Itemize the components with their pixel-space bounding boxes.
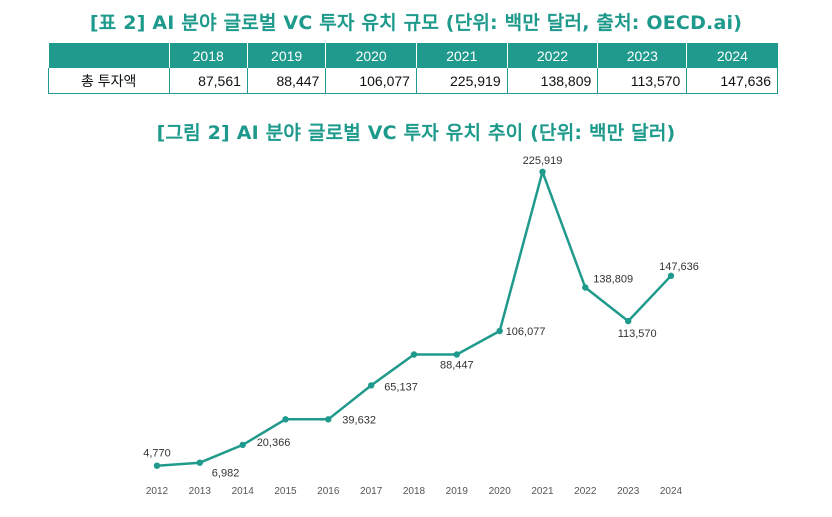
table-title: [표 2] AI 분야 글로벌 VC 투자 유치 규모 (단위: 백만 달러, …: [89, 12, 743, 34]
table-cell: 87,561: [168, 68, 248, 94]
table-header-cell: 2024: [686, 43, 778, 68]
x-tick-label: 2017: [360, 486, 383, 497]
investment-table: 2018 2019 2020 2021 2022 2023 2024 총 투자액…: [48, 43, 778, 94]
data-point: [325, 416, 332, 423]
series-line: [156, 170, 672, 467]
table-row: 총 투자액 87,561 88,447 106,077 225,919 138,…: [48, 68, 778, 94]
x-tick-label: 2018: [403, 486, 426, 497]
x-tick-label: 2022: [574, 486, 597, 497]
data-label: 106,077: [506, 326, 546, 338]
x-tick-label: 2020: [489, 486, 512, 497]
table-header-cell: 2020: [325, 43, 417, 68]
data-point: [368, 382, 375, 389]
data-point: [453, 351, 460, 358]
table-cell: 138,809: [506, 68, 598, 94]
data-point: [282, 416, 289, 423]
table-cell: 225,919: [415, 68, 508, 94]
table-row-label: 총 투자액: [48, 68, 169, 94]
x-tick-label: 2023: [617, 486, 640, 497]
table-header-cell: 2018: [168, 43, 248, 68]
data-point: [667, 272, 675, 279]
data-point: [539, 168, 546, 175]
data-point: [582, 284, 589, 291]
data-label: 4,770: [143, 448, 171, 460]
x-tick-label: 2013: [189, 486, 212, 497]
table-cell: 113,570: [597, 68, 687, 94]
data-label: 88,447: [440, 360, 474, 372]
x-tick-label: 2024: [660, 486, 683, 497]
x-tick-label: 2021: [531, 486, 554, 497]
table-header-cell: 2023: [597, 43, 687, 68]
table-corner-cell: [48, 43, 169, 68]
data-point: [239, 441, 246, 449]
table-cell: 147,636: [686, 68, 778, 94]
data-label: 39,632: [342, 414, 376, 426]
data-point: [496, 327, 503, 335]
data-label: 65,137: [384, 381, 418, 393]
table-header-cell: 2022: [506, 43, 598, 68]
x-tick-label: 2014: [232, 486, 255, 497]
x-tick-label: 2019: [446, 486, 469, 497]
x-tick-label: 2015: [274, 486, 297, 497]
table-header-cell: 2021: [415, 43, 508, 68]
table-cell: 88,447: [246, 68, 326, 94]
chart-title: [그림 2] AI 분야 글로벌 VC 투자 유치 추이 (단위: 백만 달러): [156, 122, 676, 144]
data-point: [196, 459, 203, 466]
table-header-row: 2018 2019 2020 2021 2022 2023 2024: [48, 43, 778, 68]
table-cell: 106,077: [325, 68, 417, 94]
data-label: 6,982: [212, 468, 240, 480]
x-tick-label: 2016: [317, 486, 340, 497]
data-label: 20,366: [257, 437, 291, 449]
data-point: [625, 317, 632, 325]
table-header-cell: 2019: [246, 43, 326, 68]
data-label: 113,570: [618, 328, 657, 340]
data-label: 147,636: [659, 261, 699, 273]
data-point: [153, 462, 161, 469]
data-point: [410, 351, 418, 358]
data-label: 138,809: [593, 274, 633, 286]
data-label: 225,919: [523, 155, 563, 167]
x-tick-label: 2012: [146, 486, 169, 497]
